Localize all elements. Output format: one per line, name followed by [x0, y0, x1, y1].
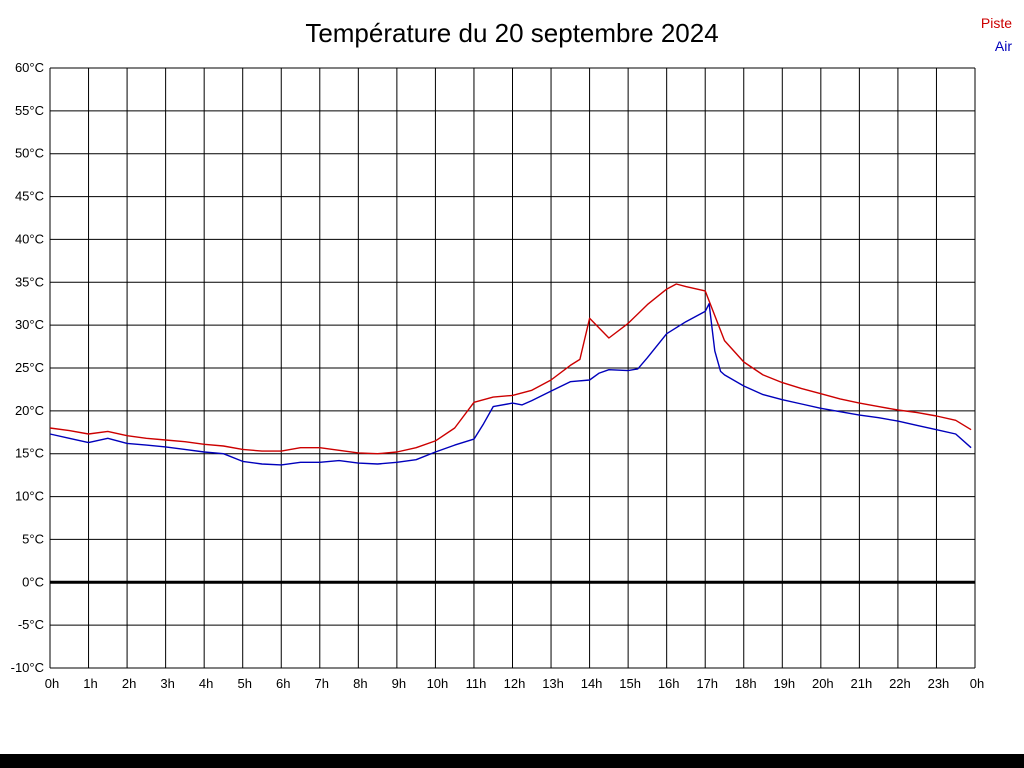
- x-tick-label: 13h: [542, 676, 564, 691]
- series-line-piste: [49, 283, 972, 455]
- y-tick-label: 15°C: [15, 446, 44, 461]
- y-tick-label: 40°C: [15, 231, 44, 246]
- legend-item-piste: Piste: [980, 15, 1012, 31]
- x-tick-label: 0h: [45, 676, 59, 691]
- y-tick-label: 50°C: [15, 146, 44, 161]
- y-tick-label: 30°C: [15, 317, 44, 332]
- y-tick-label: 35°C: [15, 274, 44, 289]
- x-tick-label: 12h: [504, 676, 526, 691]
- x-tick-label: 18h: [735, 676, 757, 691]
- x-tick-label: 1h: [83, 676, 97, 691]
- x-tick-label: 0h: [970, 676, 984, 691]
- x-tick-label: 2h: [122, 676, 136, 691]
- x-tick-label: 3h: [160, 676, 174, 691]
- y-tick-label: 5°C: [22, 531, 44, 546]
- chart-legend: Piste Air: [981, 12, 1012, 58]
- x-tick-label: 14h: [581, 676, 603, 691]
- series-line-air: [49, 303, 972, 466]
- x-tick-label: 8h: [353, 676, 367, 691]
- y-tick-label: 60°C: [15, 60, 44, 75]
- y-tick-label: 25°C: [15, 360, 44, 375]
- x-tick-label: 23h: [928, 676, 950, 691]
- y-tick-label: 45°C: [15, 189, 44, 204]
- x-tick-label: 22h: [889, 676, 911, 691]
- y-tick-label: 10°C: [15, 489, 44, 504]
- y-tick-label: 0°C: [22, 574, 44, 589]
- x-tick-label: 16h: [658, 676, 680, 691]
- y-tick-label: -10°C: [11, 660, 44, 675]
- x-tick-label: 21h: [851, 676, 873, 691]
- page-title: Température du 20 septembre 2024: [305, 18, 719, 48]
- x-tick-label: 19h: [773, 676, 795, 691]
- x-tick-label: 5h: [237, 676, 251, 691]
- x-tick-label: 4h: [199, 676, 213, 691]
- x-tick-label: 20h: [812, 676, 834, 691]
- bottom-bar: [0, 754, 1024, 768]
- y-tick-label: 55°C: [15, 103, 44, 118]
- y-tick-label: -5°C: [18, 617, 44, 632]
- x-tick-label: 6h: [276, 676, 290, 691]
- legend-item-air: Air: [994, 38, 1012, 54]
- y-tick-label: 20°C: [15, 403, 44, 418]
- x-tick-label: 15h: [619, 676, 641, 691]
- x-tick-label: 17h: [696, 676, 718, 691]
- x-tick-label: 11h: [466, 676, 487, 691]
- x-tick-label: 7h: [315, 676, 329, 691]
- x-tick-label: 9h: [392, 676, 406, 691]
- x-tick-label: 10h: [427, 676, 449, 691]
